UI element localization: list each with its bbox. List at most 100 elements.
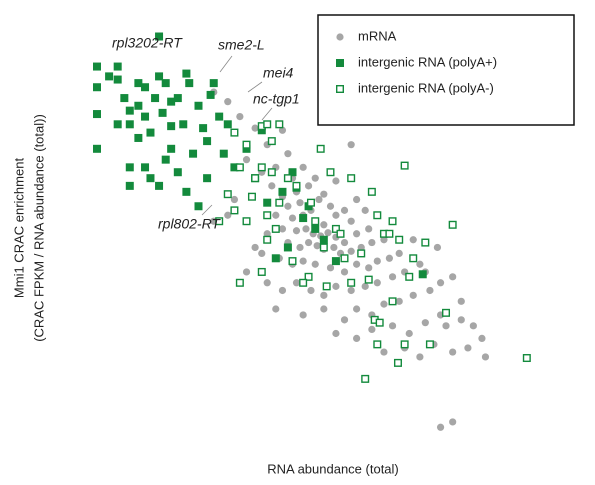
y-axis-title: (CRAC FPKM / RNA abundance (total)) bbox=[31, 114, 46, 342]
legend-label: intergenic RNA (polyA+) bbox=[358, 54, 497, 69]
point bbox=[223, 190, 232, 199]
point bbox=[251, 243, 259, 252]
point bbox=[257, 163, 266, 172]
point bbox=[357, 243, 365, 252]
point bbox=[433, 243, 442, 252]
point bbox=[400, 340, 409, 349]
point bbox=[426, 286, 434, 295]
point bbox=[418, 270, 427, 279]
point bbox=[242, 144, 251, 153]
point bbox=[242, 140, 251, 149]
point bbox=[230, 195, 239, 204]
point bbox=[215, 217, 224, 226]
point bbox=[275, 198, 284, 207]
point bbox=[326, 264, 335, 272]
point bbox=[357, 249, 366, 258]
point bbox=[167, 97, 176, 106]
point bbox=[313, 242, 321, 250]
point bbox=[263, 230, 271, 238]
point bbox=[367, 187, 376, 196]
point bbox=[364, 275, 373, 284]
point bbox=[365, 225, 373, 233]
point bbox=[319, 235, 328, 244]
point bbox=[251, 124, 259, 132]
point bbox=[478, 334, 486, 342]
point bbox=[134, 79, 143, 88]
point bbox=[380, 300, 388, 308]
point bbox=[93, 110, 101, 119]
leader-line bbox=[219, 55, 233, 73]
point bbox=[258, 249, 266, 258]
point bbox=[347, 174, 356, 183]
point bbox=[302, 225, 310, 233]
point bbox=[311, 217, 320, 226]
point bbox=[194, 202, 203, 211]
point bbox=[395, 297, 403, 305]
point bbox=[332, 211, 340, 219]
point bbox=[395, 249, 403, 258]
point bbox=[223, 120, 232, 129]
point bbox=[324, 229, 332, 237]
point bbox=[365, 264, 373, 272]
legend-label: intergenic RNA (polyA-) bbox=[358, 80, 494, 95]
point bbox=[315, 195, 323, 204]
point bbox=[141, 163, 150, 172]
point bbox=[326, 202, 335, 210]
point bbox=[278, 187, 287, 196]
point bbox=[283, 174, 292, 183]
point bbox=[271, 224, 280, 233]
point bbox=[368, 325, 376, 333]
point bbox=[353, 305, 361, 313]
point bbox=[340, 316, 349, 324]
point bbox=[251, 174, 260, 183]
point bbox=[340, 254, 349, 263]
point bbox=[125, 120, 134, 129]
point bbox=[380, 236, 388, 244]
point bbox=[361, 374, 370, 383]
point bbox=[469, 322, 477, 330]
point bbox=[93, 83, 101, 92]
y-axis-title: Mmi1 CRAC enrichment bbox=[11, 158, 26, 299]
point bbox=[146, 174, 155, 183]
point bbox=[182, 69, 191, 78]
point bbox=[373, 340, 382, 349]
point bbox=[449, 418, 457, 426]
point bbox=[304, 272, 313, 281]
point bbox=[155, 32, 164, 41]
point bbox=[332, 177, 340, 185]
point bbox=[299, 257, 307, 265]
point bbox=[347, 247, 355, 255]
point bbox=[134, 101, 143, 110]
point bbox=[409, 291, 417, 299]
point bbox=[416, 353, 424, 361]
point bbox=[189, 149, 198, 158]
point bbox=[257, 267, 266, 276]
point bbox=[278, 286, 287, 295]
point bbox=[263, 279, 271, 287]
point bbox=[292, 279, 301, 287]
point bbox=[267, 168, 276, 177]
point bbox=[155, 72, 164, 81]
point bbox=[457, 297, 465, 305]
point bbox=[449, 348, 457, 356]
point bbox=[464, 344, 472, 352]
point bbox=[347, 278, 356, 287]
point bbox=[307, 286, 315, 295]
point bbox=[283, 243, 292, 252]
annotation: mei4 bbox=[263, 65, 294, 81]
point bbox=[457, 316, 465, 324]
point bbox=[347, 286, 355, 295]
point bbox=[373, 211, 382, 220]
point bbox=[151, 94, 160, 103]
point bbox=[299, 163, 307, 171]
point bbox=[388, 322, 397, 330]
point bbox=[247, 192, 256, 201]
point bbox=[206, 90, 215, 99]
point bbox=[182, 187, 191, 196]
point bbox=[173, 168, 182, 177]
point bbox=[263, 120, 272, 129]
legend-marker bbox=[336, 84, 345, 93]
point bbox=[125, 106, 134, 115]
point bbox=[416, 260, 424, 268]
point bbox=[275, 120, 284, 129]
